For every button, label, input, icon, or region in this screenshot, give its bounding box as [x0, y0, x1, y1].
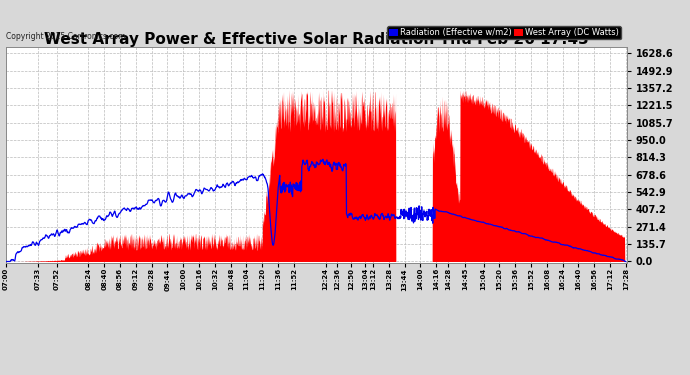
Text: Copyright 2015 Cartronics.com: Copyright 2015 Cartronics.com — [6, 32, 125, 41]
Legend: Radiation (Effective w/m2), West Array (DC Watts): Radiation (Effective w/m2), West Array (… — [387, 26, 621, 39]
Title: West Array Power & Effective Solar Radiation Thu Feb 26 17:43: West Array Power & Effective Solar Radia… — [43, 32, 589, 47]
